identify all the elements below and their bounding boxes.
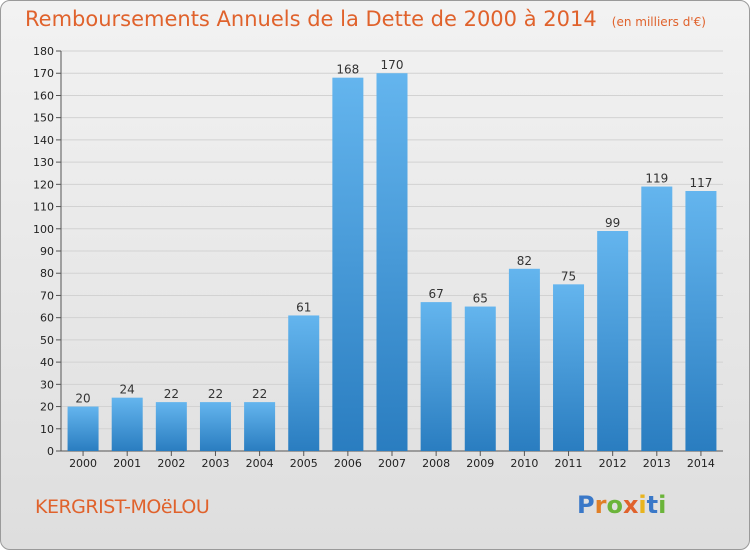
data-label-2001: 24 [120,383,135,397]
bar-2009[interactable] [464,306,496,451]
y-tick-label: 0 [47,445,54,458]
data-label-2006: 168 [336,63,359,77]
data-label-2000: 20 [75,392,90,406]
y-tick-label: 170 [33,67,54,80]
y-tick-label: 140 [33,134,54,147]
bar-2013[interactable] [641,186,673,452]
data-label-2014: 117 [689,176,712,190]
y-tick-label: 120 [33,178,54,191]
bar-2002[interactable] [155,402,187,451]
y-tick-label: 150 [33,112,54,125]
logo-letter: i [638,491,647,519]
y-tick-label: 40 [40,356,54,369]
bar-2005[interactable] [288,315,320,451]
chart-title: Remboursements Annuels de la Dette de 20… [25,7,706,31]
logo-letter: r [594,491,607,519]
data-label-2005: 61 [296,300,311,314]
x-tick-label-2006: 2006 [334,457,362,470]
data-label-2007: 170 [381,58,404,72]
data-label-2012: 99 [605,216,620,230]
x-tick-label-2008: 2008 [422,457,450,470]
data-label-2004: 22 [252,387,267,401]
title-main: Remboursements Annuels de la Dette de 20… [25,7,597,31]
x-tick-label-2000: 2000 [69,457,97,470]
x-tick-label-2007: 2007 [378,457,406,470]
data-label-2003: 22 [208,387,223,401]
x-axis: 2000 2001 2002 2003 2004 2005 2006 2007 2008 2009… [61,450,723,470]
y-tick-label: 30 [40,378,54,391]
y-tick-label: 90 [40,245,54,258]
y-tick-label: 70 [40,289,54,302]
data-label-2009: 65 [473,292,488,306]
x-tick-label-2004: 2004 [246,457,274,470]
logo-letter: o [606,491,623,519]
x-tick-label-2003: 2003 [201,457,229,470]
bar-2000[interactable] [67,406,99,451]
bar-2003[interactable] [199,402,231,451]
x-tick-label-2001: 2001 [113,457,141,470]
x-tick-label-2012: 2012 [599,457,627,470]
bars [67,73,717,452]
logo-letter: P [577,491,595,519]
logo-letter: i [658,491,667,519]
data-label-2013: 119 [645,172,668,186]
x-tick-label-2010: 2010 [510,457,538,470]
logo-letter: x [622,491,639,519]
x-tick-label-2011: 2011 [555,457,583,470]
x-tick-label-2005: 2005 [290,457,318,470]
x-tick-label-2009: 2009 [466,457,494,470]
y-tick-label: 110 [33,201,54,214]
y-tick-label: 180 [33,45,54,58]
commune-name: KERGRIST-MOëLOU [35,496,210,518]
bar-2004[interactable] [244,402,276,451]
data-label-2010: 82 [517,254,532,268]
y-tick-label: 100 [33,223,54,236]
bar-2014[interactable] [685,191,717,451]
bar-2006[interactable] [332,77,364,452]
y-tick-label: 130 [33,156,54,169]
data-label-2011: 75 [561,269,576,283]
logo-letter: t [646,491,659,519]
bar-2007[interactable] [376,73,408,451]
y-tick-label: 20 [40,401,54,414]
data-label-2008: 67 [428,287,443,301]
data-labels: 20 24 22 22 22 61 168 170 67 65 82 75 99 119 117 [75,58,712,405]
x-tick-label-2014: 2014 [687,457,715,470]
bar-2001[interactable] [111,397,143,451]
y-tick-label: 50 [40,334,54,347]
bar-2012[interactable] [597,231,629,451]
bar-2008[interactable] [420,302,452,451]
y-tick-label: 80 [40,267,54,280]
proxiti-logo[interactable]: Proxiti [577,491,666,519]
y-axis: 0 10 20 30 40 50 60 70 80 90 100 110 120 130 140 150 160… [33,45,62,458]
y-tick-label: 160 [33,89,54,102]
title-unit: (en milliers d'€) [611,15,706,29]
y-tick-label: 10 [40,423,54,436]
x-tick-label-2002: 2002 [157,457,185,470]
x-tick-label-2013: 2013 [643,457,671,470]
data-label-2002: 22 [164,387,179,401]
y-tick-label: 60 [40,312,54,325]
bar-2010[interactable] [508,268,540,451]
bar-2011[interactable] [553,284,585,451]
